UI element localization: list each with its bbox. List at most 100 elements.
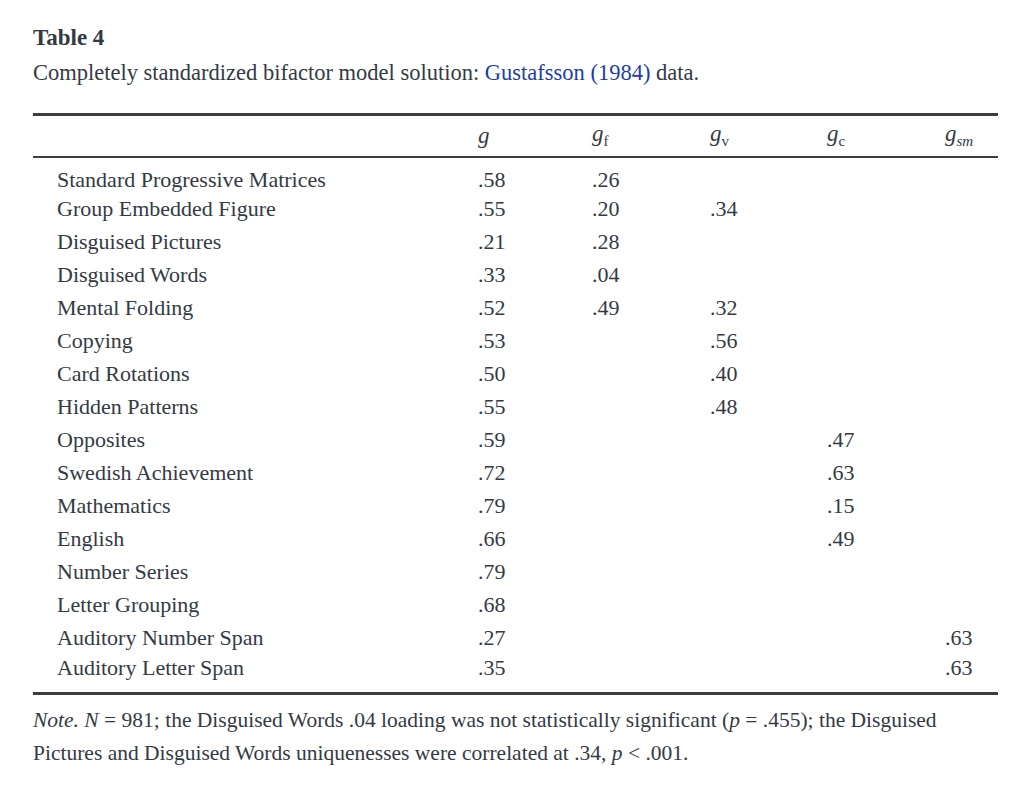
- loading-value-cell: .79: [478, 556, 592, 589]
- loading-value-cell: [710, 523, 827, 556]
- column-header-gf: gf: [592, 115, 710, 157]
- loading-value-cell: .49: [827, 523, 945, 556]
- table-row: Auditory Letter Span.35.63: [33, 655, 998, 692]
- table-note: Note. N = 981; the Disguised Words .04 l…: [33, 704, 1003, 770]
- loading-value-cell: [592, 523, 710, 556]
- citation-link[interactable]: Gustafsson (1984): [485, 60, 651, 85]
- loading-value-cell: [710, 589, 827, 622]
- loading-value-cell: [945, 556, 998, 589]
- loading-value-cell: .72: [478, 457, 592, 490]
- loading-value-cell: [827, 325, 945, 358]
- loading-value-cell: [827, 358, 945, 391]
- header-subscript: c: [839, 133, 846, 149]
- table-row: Standard Progressive Matrices.58.26: [33, 157, 998, 193]
- table-row: Mathematics.79.15: [33, 490, 998, 523]
- loading-value-cell: [945, 358, 998, 391]
- loading-value-cell: .32: [710, 292, 827, 325]
- loading-value-cell: [945, 490, 998, 523]
- loading-value-cell: .68: [478, 589, 592, 622]
- loading-value-cell: [945, 292, 998, 325]
- loading-value-cell: [945, 589, 998, 622]
- row-label: Mathematics: [33, 490, 478, 523]
- loading-value-cell: .04: [592, 259, 710, 292]
- row-label: Opposites: [33, 424, 478, 457]
- header-base-symbol: g: [827, 121, 839, 146]
- column-header-gv: gv: [710, 115, 827, 157]
- table-row: Auditory Number Span.27.63: [33, 622, 998, 655]
- loading-value-cell: [710, 490, 827, 523]
- loading-value-cell: .21: [478, 226, 592, 259]
- loading-value-cell: [710, 556, 827, 589]
- row-label: Card Rotations: [33, 358, 478, 391]
- bifactor-loadings-table: ggfgvgcgsm Standard Progressive Matrices…: [33, 113, 998, 692]
- loading-value-cell: [945, 193, 998, 226]
- loading-value-cell: .55: [478, 391, 592, 424]
- loading-value-cell: .47: [827, 424, 945, 457]
- table-row: Group Embedded Figure.55.20.34: [33, 193, 998, 226]
- header-base-symbol: g: [592, 121, 604, 146]
- header-base-symbol: g: [710, 121, 722, 146]
- loading-value-cell: .26: [592, 157, 710, 193]
- loading-value-cell: [710, 226, 827, 259]
- loading-value-cell: [827, 259, 945, 292]
- loading-value-cell: [945, 391, 998, 424]
- loading-value-cell: [945, 457, 998, 490]
- table-row: Opposites.59.47: [33, 424, 998, 457]
- loading-value-cell: .63: [827, 457, 945, 490]
- table-row: Mental Folding.52.49.32: [33, 292, 998, 325]
- loading-value-cell: [710, 157, 827, 193]
- loading-value-cell: .48: [710, 391, 827, 424]
- table-row: Number Series.79: [33, 556, 998, 589]
- header-subscript: v: [722, 133, 730, 149]
- loading-value-cell: [827, 622, 945, 655]
- loading-value-cell: [710, 259, 827, 292]
- loading-value-cell: [710, 622, 827, 655]
- loading-value-cell: .20: [592, 193, 710, 226]
- loading-value-cell: [592, 424, 710, 457]
- table-row: English.66.49: [33, 523, 998, 556]
- table-row: Copying.53 .56: [33, 325, 998, 358]
- loading-value-cell: [827, 391, 945, 424]
- row-label: Disguised Pictures: [33, 226, 478, 259]
- loading-value-cell: [592, 490, 710, 523]
- paper-page: Table 4 Completely standardized bifactor…: [0, 0, 1024, 796]
- note-segment: p: [729, 708, 740, 732]
- row-label: Group Embedded Figure: [33, 193, 478, 226]
- header-base-symbol: g: [945, 121, 957, 146]
- loading-value-cell: .34: [710, 193, 827, 226]
- row-label: Auditory Number Span: [33, 622, 478, 655]
- table-row: Hidden Patterns.55 .48: [33, 391, 998, 424]
- header-subscript: sm: [957, 133, 974, 149]
- table-row: Letter Grouping.68: [33, 589, 998, 622]
- loading-value-cell: .15: [827, 490, 945, 523]
- loading-value-cell: .56: [710, 325, 827, 358]
- row-label: Swedish Achievement: [33, 457, 478, 490]
- loading-value-cell: [945, 424, 998, 457]
- table-row: Disguised Pictures.21.28: [33, 226, 998, 259]
- loading-value-cell: [592, 391, 710, 424]
- loading-value-cell: [945, 157, 998, 193]
- row-label: Letter Grouping: [33, 589, 478, 622]
- loading-value-cell: [945, 325, 998, 358]
- caption-text-suffix: data.: [650, 60, 699, 85]
- loading-value-cell: [827, 292, 945, 325]
- row-label: Hidden Patterns: [33, 391, 478, 424]
- header-subscript: f: [604, 133, 609, 149]
- loading-value-cell: .50: [478, 358, 592, 391]
- caption-text-prefix: Completely standardized bifactor model s…: [33, 60, 485, 85]
- loading-value-cell: [945, 523, 998, 556]
- row-label: Disguised Words: [33, 259, 478, 292]
- table-row: Swedish Achievement.72 .63: [33, 457, 998, 490]
- loading-value-cell: .35: [478, 655, 592, 692]
- table-bottom-rule: [33, 692, 998, 695]
- row-label: Copying: [33, 325, 478, 358]
- loading-value-cell: [592, 556, 710, 589]
- loading-value-cell: .55: [478, 193, 592, 226]
- loading-value-cell: .40: [710, 358, 827, 391]
- loading-value-cell: [592, 622, 710, 655]
- column-header-gsm: gsm: [945, 115, 998, 157]
- loading-value-cell: .52: [478, 292, 592, 325]
- loading-value-cell: [945, 226, 998, 259]
- loading-value-cell: .53: [478, 325, 592, 358]
- row-label: Standard Progressive Matrices: [33, 157, 478, 193]
